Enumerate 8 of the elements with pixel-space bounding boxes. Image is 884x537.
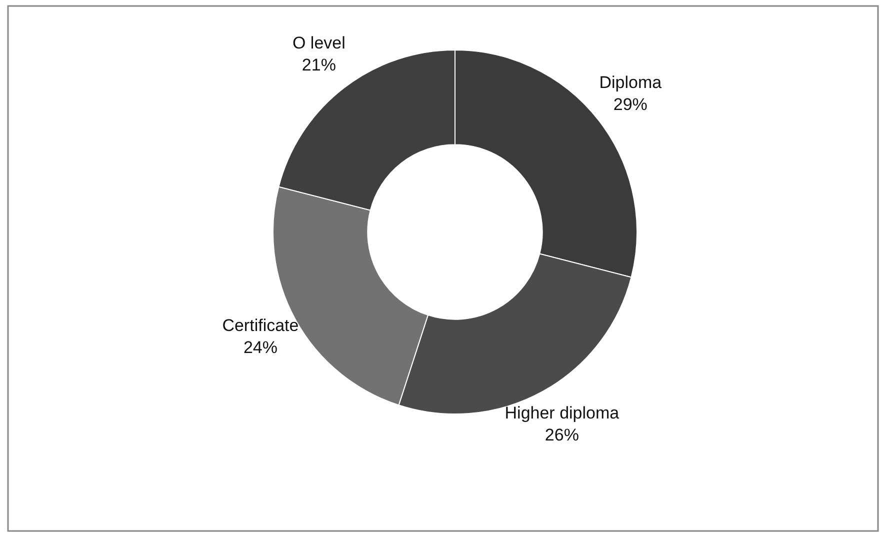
data-label: 21%: [302, 56, 336, 75]
data-label: 26%: [544, 426, 579, 445]
slice-label: Diploma: [599, 72, 662, 92]
slice-label: Certificate: [222, 316, 299, 335]
data-label: 24%: [243, 338, 278, 357]
slice-label: Higher diploma: [504, 404, 620, 423]
slice-label: O level: [292, 34, 346, 53]
data-label: 29%: [613, 94, 648, 114]
